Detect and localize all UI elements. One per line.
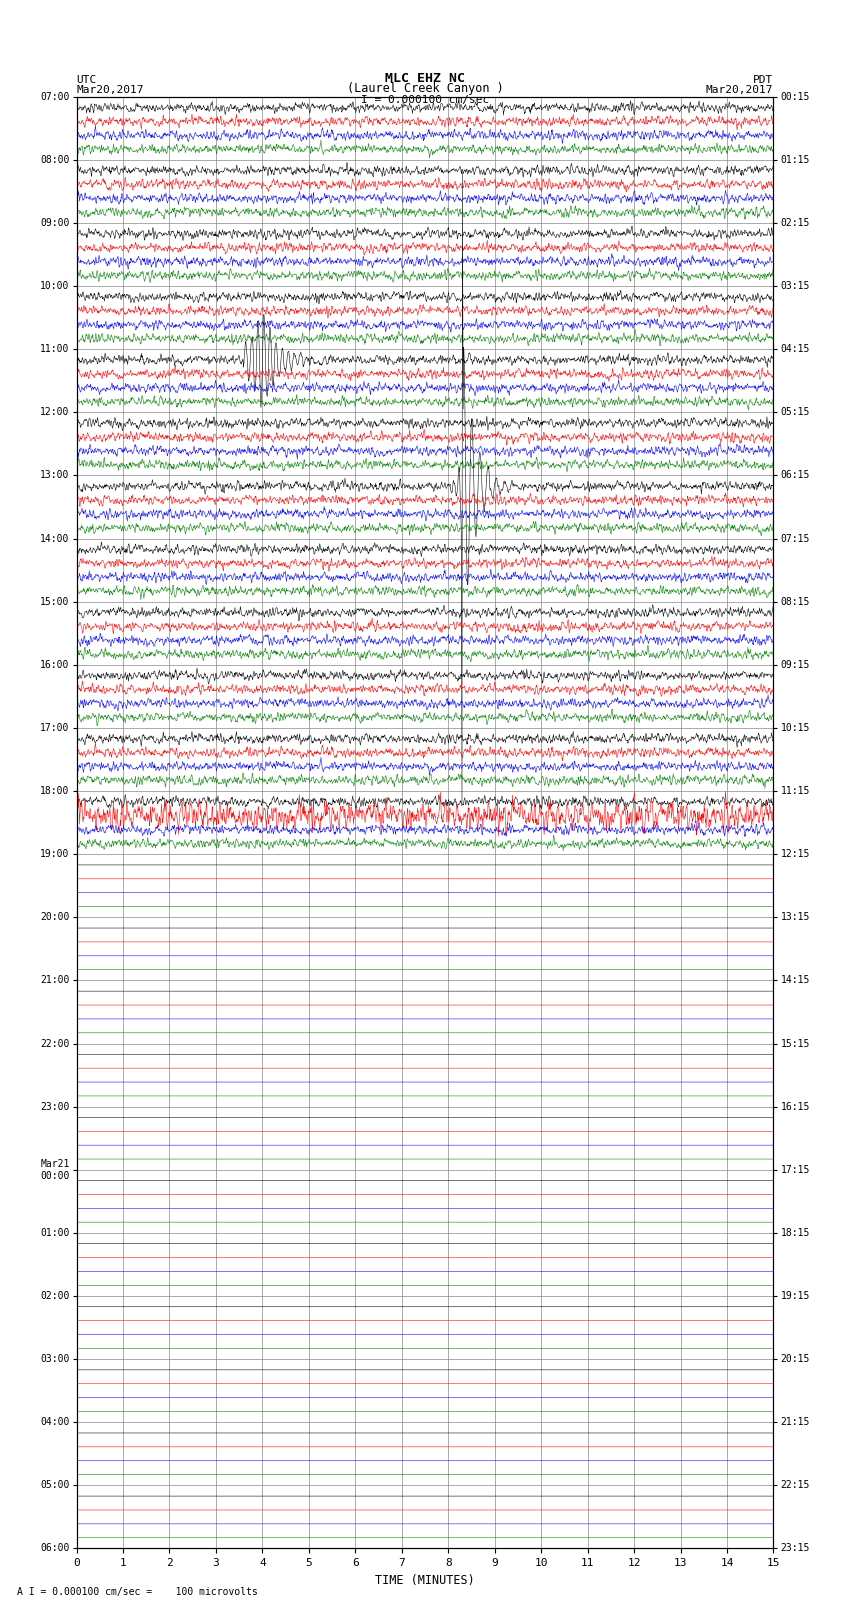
Text: PDT: PDT [753, 74, 774, 84]
Text: UTC: UTC [76, 74, 97, 84]
Text: I = 0.000100 cm/sec: I = 0.000100 cm/sec [361, 95, 489, 105]
X-axis label: TIME (MINUTES): TIME (MINUTES) [375, 1574, 475, 1587]
Text: Mar20,2017: Mar20,2017 [76, 85, 144, 95]
Text: (Laurel Creek Canyon ): (Laurel Creek Canyon ) [347, 82, 503, 95]
Text: MLC EHZ NC: MLC EHZ NC [385, 71, 465, 84]
Text: Mar20,2017: Mar20,2017 [706, 85, 774, 95]
Text: A I = 0.000100 cm/sec =    100 microvolts: A I = 0.000100 cm/sec = 100 microvolts [17, 1587, 258, 1597]
